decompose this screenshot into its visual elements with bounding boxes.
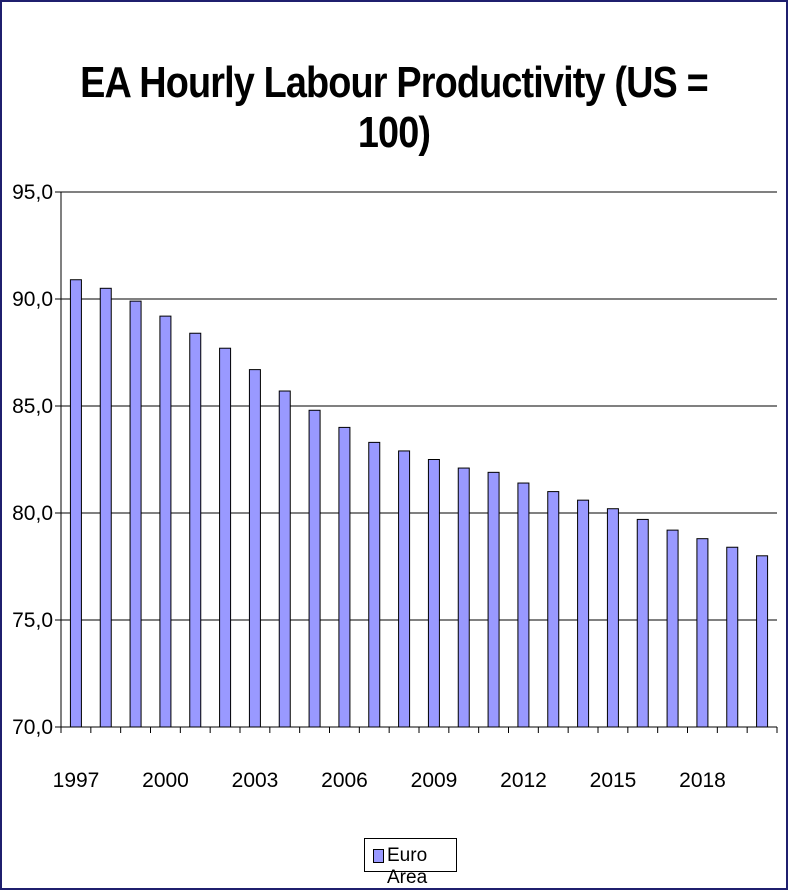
bar-2020 [756,555,769,728]
y-tick-label: 70,0 [12,716,53,739]
bar-2019 [726,546,739,728]
legend-label-euro-area: Euro Area [387,845,428,888]
bar-2005 [308,409,321,728]
y-tick-label: 85,0 [12,395,53,418]
x-tick-label: 2015 [590,769,637,792]
bar-2011 [487,471,500,728]
bar-1998 [99,287,112,728]
x-tick-label: 2012 [500,769,547,792]
bars [69,279,769,728]
y-tick-label: 80,0 [12,502,53,525]
bar-2002 [219,347,232,728]
x-tick-label: 2003 [232,769,279,792]
bar-2007 [368,441,381,728]
y-tick-labels: 70,0 75,0 80,0 85,0 90,0 95,0 [12,181,53,739]
bar-2003 [248,369,261,728]
legend: Euro Area [364,838,457,888]
bar-2016 [636,518,649,728]
x-tick-label: 2009 [411,769,458,792]
bar-2006 [338,426,351,728]
bar-2015 [606,508,619,728]
bar-2014 [577,499,590,728]
bar-2009 [427,459,440,728]
axes [55,191,778,733]
x-tick-labels: 1997 2000 2003 2006 2009 2012 2015 2018 [53,769,726,792]
chart-title: EA Hourly Labour Productivity (US = 100) [80,58,708,157]
bar-1997 [69,279,82,728]
y-tick-label: 75,0 [12,609,53,632]
bar-2008 [398,450,411,728]
x-tick-label: 1997 [53,769,100,792]
bar-2012 [517,482,530,728]
bar-2017 [666,529,679,728]
bar-2018 [696,538,709,728]
gridlines [61,191,777,621]
bar-2004 [278,390,291,728]
y-tick-label: 95,0 [12,181,53,204]
legend-swatch-euro-area [373,849,384,863]
x-tick-label: 2006 [321,769,368,792]
x-tick-label: 2000 [142,769,189,792]
bar-2013 [547,491,560,728]
bar-2000 [159,315,172,728]
y-tick-label: 90,0 [12,288,53,311]
x-tick-label: 2018 [679,769,726,792]
bar-2010 [457,467,470,728]
bar-1999 [129,300,142,728]
bar-2001 [189,332,202,728]
